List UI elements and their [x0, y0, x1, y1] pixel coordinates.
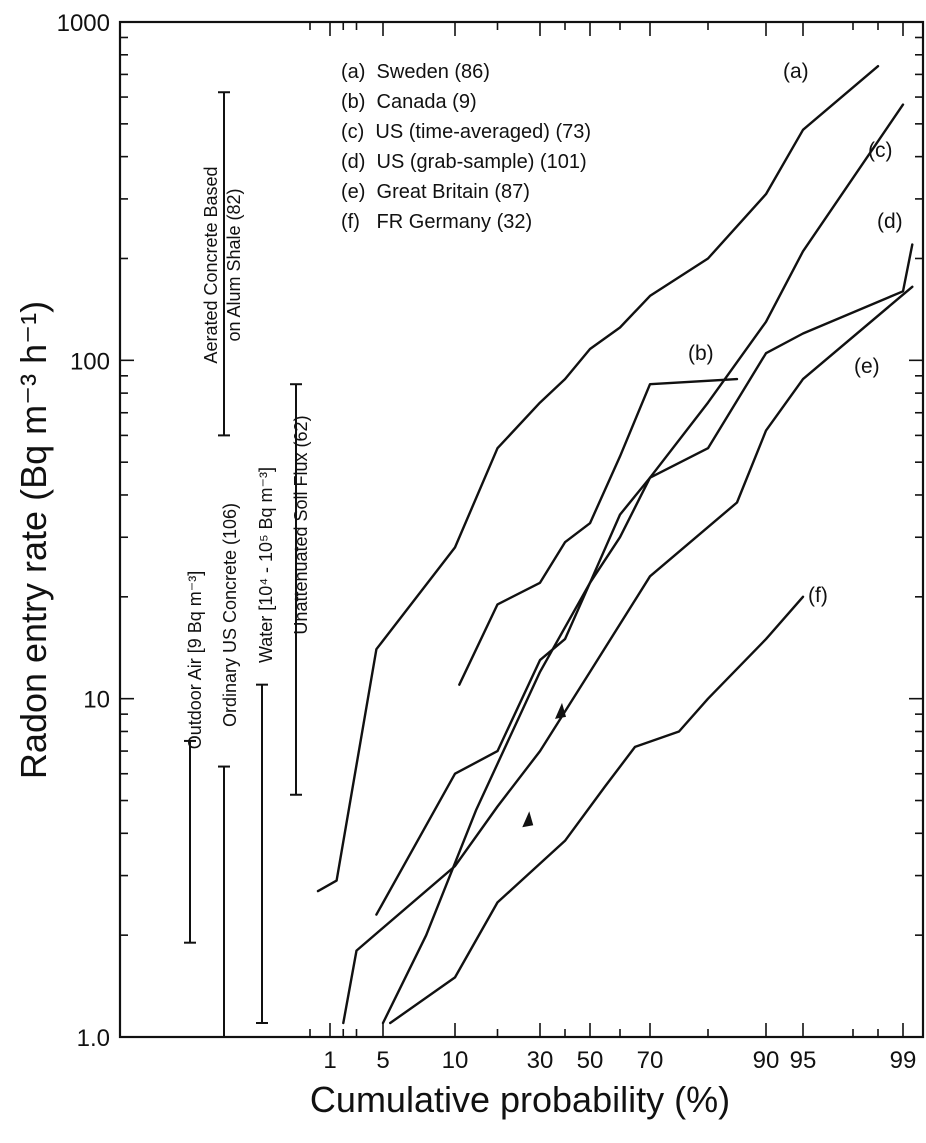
- x-tick-label: 95: [790, 1047, 817, 1074]
- x-axis-title: Cumulative probability (%): [310, 1079, 730, 1120]
- range-label: Outdoor Air [9 Bq m⁻³]: [185, 571, 205, 750]
- range-label: Aerated Concrete Based: [201, 166, 221, 363]
- legend-item: (f) FR Germany (32): [341, 211, 532, 233]
- x-tick-label: 90: [753, 1047, 780, 1074]
- curve-label: (d): [877, 210, 903, 233]
- x-tick-label: 5: [376, 1047, 389, 1074]
- range-label: Ordinary US Concrete (106): [220, 503, 240, 727]
- curve-line: [381, 103, 905, 1025]
- curve-line: [458, 377, 739, 686]
- curve-labels-layer: (a) (b) (c) (d) (e) (f): [688, 60, 903, 607]
- axes-layer: [118, 20, 925, 1039]
- x-tick-label: 70: [637, 1047, 664, 1074]
- curve-label: (e): [854, 355, 880, 378]
- curve-line: [389, 595, 805, 1025]
- curve-label: (c): [868, 139, 893, 162]
- x-tick-label: 50: [577, 1047, 604, 1074]
- x-tick-label: 30: [527, 1047, 554, 1074]
- legend: (a) Sweden (86) (b) Canada (9) (c) US (tim…: [341, 61, 591, 233]
- x-tick-label: 1: [323, 1047, 336, 1074]
- curve-label: (a): [783, 60, 809, 83]
- x-tick-label: 10: [442, 1047, 469, 1074]
- x-tick-label: 99: [890, 1047, 917, 1074]
- y-tick-label: 1.0: [77, 1025, 110, 1052]
- legend-item: (d) US (grab-sample) (101): [341, 151, 587, 173]
- y-tick-label: 100: [70, 348, 110, 375]
- legend-item: (b) Canada (9): [341, 91, 477, 113]
- curve-line: [316, 65, 880, 893]
- curve-arrowhead: [522, 811, 534, 828]
- curve-line: [375, 243, 914, 916]
- range-bars-layer: Outdoor Air [9 Bq m⁻³] Ordinary US Concre…: [184, 91, 311, 1038]
- range-label: Water [10⁴ - 10⁵ Bq m⁻³]: [256, 467, 276, 663]
- legend-item: (a) Sweden (86): [341, 61, 490, 83]
- curve-label: (b): [688, 342, 714, 365]
- range-label: on Alum Shale (82): [224, 188, 244, 341]
- curve-line: [342, 285, 914, 1025]
- curve-arrowhead: [555, 702, 566, 719]
- plot-frame: [118, 20, 925, 1039]
- y-tick-label: 1000: [57, 10, 110, 37]
- curve-label: (f): [808, 584, 828, 607]
- legend-item: (c) US (time-averaged) (73): [341, 121, 591, 143]
- curves-layer: [316, 65, 914, 1025]
- legend-item: (e) Great Britain (87): [341, 181, 530, 203]
- y-tick-label: 10: [83, 687, 110, 714]
- range-label: Unattenuated Soil Flux (62): [291, 415, 311, 634]
- y-axis-title: Radon entry rate (Bq m⁻³ h⁻¹): [13, 301, 54, 779]
- ticks-layer: 1.0 10 100 1000 1 5 10 30 50 70 90 95 99: [57, 10, 923, 1074]
